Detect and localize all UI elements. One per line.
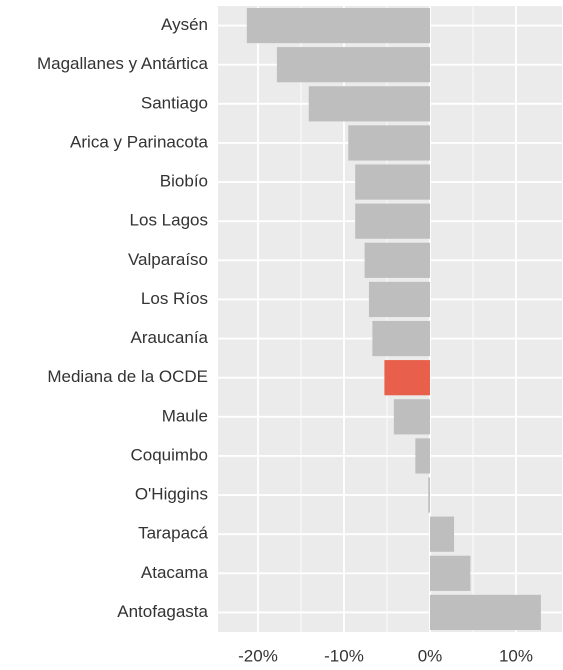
y-tick-label: Araucanía <box>131 328 209 347</box>
y-tick-label: O'Higgins <box>135 485 208 504</box>
bar <box>415 438 430 474</box>
y-tick-label: Santiago <box>141 93 208 112</box>
y-tick-label: Coquimbo <box>131 445 209 464</box>
y-tick-label: Mediana de la OCDE <box>47 367 208 386</box>
bar <box>276 47 430 83</box>
x-tick-label: -10% <box>324 646 364 665</box>
y-tick-label: Biobío <box>160 172 208 191</box>
y-tick-label: Atacama <box>141 563 209 582</box>
y-tick-label: Arica y Parinacota <box>70 132 208 151</box>
bar <box>429 516 455 552</box>
y-tick-label: Los Ríos <box>141 289 208 308</box>
y-tick-label: Valparaíso <box>128 250 208 269</box>
bar <box>428 477 430 513</box>
bar <box>355 164 430 200</box>
x-tick-label: 10% <box>499 646 533 665</box>
y-tick-label: Maule <box>162 406 208 425</box>
bar <box>429 555 471 591</box>
y-tick-label: Aysén <box>161 15 208 34</box>
bar <box>308 86 430 122</box>
bar <box>368 281 430 318</box>
bar <box>246 7 430 44</box>
x-tick-label: 0% <box>418 646 443 665</box>
y-tick-label: Los Lagos <box>130 211 208 230</box>
bar <box>348 125 430 161</box>
bar <box>355 203 430 239</box>
x-tick-label: -20% <box>238 646 278 665</box>
bar <box>372 320 430 357</box>
y-tick-label: Magallanes y Antártica <box>37 54 209 73</box>
bar <box>393 399 430 435</box>
y-tick-label: Tarapacá <box>138 524 208 543</box>
bar <box>429 594 541 631</box>
bar <box>384 360 430 396</box>
y-tick-label: Antofagasta <box>117 602 208 621</box>
bar <box>364 242 430 278</box>
